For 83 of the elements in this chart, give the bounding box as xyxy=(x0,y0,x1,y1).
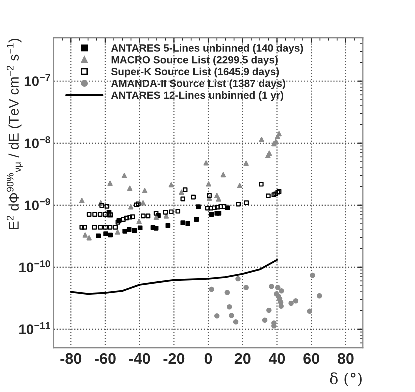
point xyxy=(196,204,201,210)
y-tick-label: 10$^{−9}$ xyxy=(24,198,50,211)
point xyxy=(194,217,200,222)
point xyxy=(276,131,282,137)
point xyxy=(166,223,171,228)
point xyxy=(262,318,268,324)
point xyxy=(310,272,316,278)
point xyxy=(154,214,160,220)
y-tick-label: 10$^{−7}$ xyxy=(24,74,50,86)
x-tick-label: 40 xyxy=(268,353,286,364)
point xyxy=(168,182,174,188)
point xyxy=(186,221,190,226)
point xyxy=(279,288,284,294)
point xyxy=(209,212,214,218)
point xyxy=(236,276,241,282)
x-tick-label: -20 xyxy=(164,353,185,364)
point xyxy=(126,227,132,232)
point xyxy=(179,190,184,196)
legend-label: Super-K Source List (1645.9 days) xyxy=(111,68,280,78)
x-tick-label: -80 xyxy=(60,353,82,364)
point xyxy=(216,196,222,202)
y-tick-label: 10$^{−10}$ xyxy=(20,260,50,273)
point xyxy=(127,186,133,192)
point xyxy=(142,188,148,194)
point xyxy=(288,300,294,306)
point xyxy=(180,220,186,226)
point xyxy=(106,210,112,215)
point xyxy=(104,232,108,236)
point xyxy=(86,235,92,241)
x-tick-label: 60 xyxy=(304,353,320,364)
point xyxy=(108,232,114,238)
point xyxy=(224,290,230,296)
point xyxy=(128,204,134,210)
point xyxy=(96,234,101,238)
point xyxy=(214,313,220,319)
point xyxy=(206,182,212,187)
x-axis-title: δ (°) xyxy=(330,372,362,387)
point xyxy=(229,313,234,318)
point xyxy=(206,196,212,201)
point xyxy=(108,180,113,186)
x-tick-label: -40 xyxy=(129,353,150,364)
point xyxy=(266,150,272,156)
point xyxy=(244,160,249,166)
legend-label: ANTARES 12-Lines unbinned (1 yr) xyxy=(111,91,284,102)
point xyxy=(244,285,249,290)
point xyxy=(140,200,146,206)
point xyxy=(115,230,120,235)
line-series xyxy=(70,259,278,296)
legend-label: MACRO Source List (2299.5 days) xyxy=(112,56,278,66)
point xyxy=(214,193,220,198)
point xyxy=(122,173,128,178)
point xyxy=(225,206,230,210)
y-tick-label: 10$^{−8}$ xyxy=(24,136,50,149)
point xyxy=(204,160,209,166)
point xyxy=(293,298,299,304)
x-tick-label: 20 xyxy=(234,353,251,364)
text: E$^{2}$ dΦ$^{90%}$$_{νμ}$ / dE (TeV cm$^{−2}$ s$^{−1}$) xyxy=(6,39,23,230)
x-tick-label: -60 xyxy=(95,353,116,364)
y-tick-label: 10$^{−11}$ xyxy=(20,322,50,334)
point xyxy=(98,200,104,206)
point xyxy=(164,214,170,219)
legend-label: AMANDA-II Source List (1387 days) xyxy=(111,80,286,90)
point xyxy=(259,136,264,142)
point xyxy=(317,293,322,299)
point xyxy=(307,308,313,314)
point xyxy=(79,198,85,204)
point xyxy=(220,172,226,178)
point xyxy=(266,308,272,314)
point xyxy=(154,226,159,231)
x-tick-label: 0 xyxy=(204,353,212,364)
point xyxy=(132,228,138,234)
point xyxy=(82,232,88,238)
point xyxy=(227,304,232,310)
point xyxy=(122,229,128,234)
point xyxy=(138,226,143,231)
point xyxy=(136,218,142,224)
point xyxy=(275,285,281,290)
point xyxy=(237,183,243,188)
point xyxy=(269,284,274,290)
legend-label: ANTARES 5-Lines unbinned (140 days) xyxy=(111,44,304,54)
point xyxy=(209,286,214,292)
point xyxy=(233,320,239,325)
x-tick-label: 80 xyxy=(338,353,354,364)
